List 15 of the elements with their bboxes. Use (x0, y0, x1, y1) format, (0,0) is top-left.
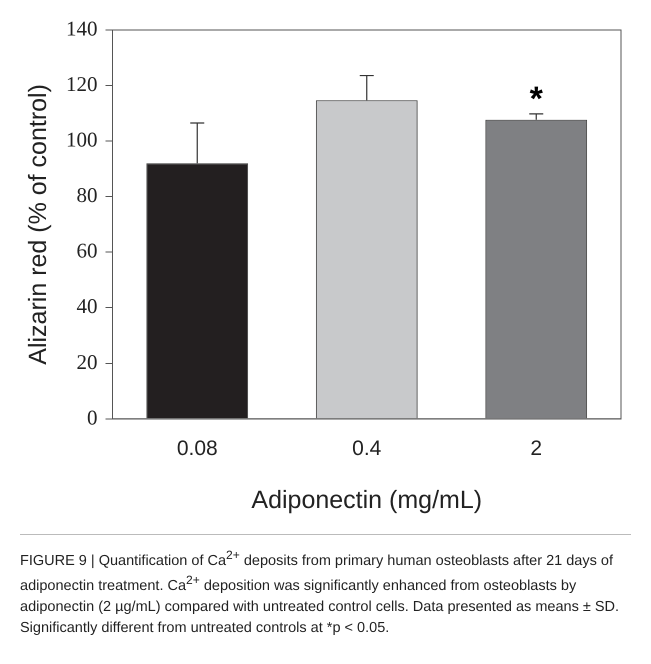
text: FIGURE 9 | Quantification of Ca$^{2+}$ deposits from primary human osteoblasts after 21 days of adiponectin treatment. Ca$^{2+}$ deposition was significantly enhanced from osteoblasts by adiponectin (2 µg/mL) compared with untreated control cells. Data presented as means ± SD. Significantly different from untreated controls at *p < 0.05. (20, 548, 620, 636)
y-tick-label: 140 (66, 16, 98, 41)
x-axis-title: Adiponectin (mg/mL) (251, 486, 482, 514)
x-tick-label: 0.4 (352, 437, 382, 460)
x-tick-label: 0.08 (176, 437, 218, 460)
y-tick-label: 60 (76, 238, 98, 263)
y-axis-title: Alizarin red (% of control) (24, 84, 52, 365)
annotation: * (530, 80, 544, 118)
y-tick-label: 40 (76, 294, 98, 318)
y-tick-label: 80 (76, 183, 98, 208)
y-tick-label: 120 (66, 72, 98, 96)
y-tick-label: 100 (66, 128, 98, 152)
y-tick-label: 0 (87, 405, 98, 430)
x-tick-label: 2 (530, 437, 542, 460)
y-tick-label: 20 (76, 350, 98, 374)
